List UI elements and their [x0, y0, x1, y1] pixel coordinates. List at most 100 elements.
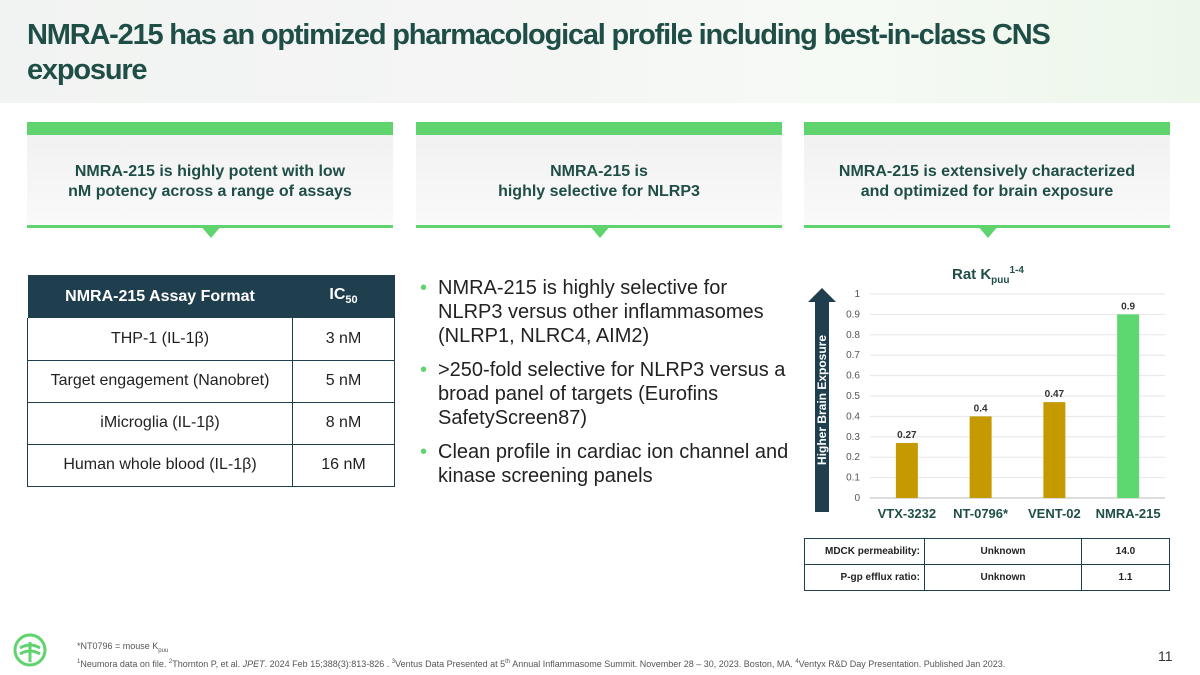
footnote-sup: 3 — [391, 658, 396, 665]
footnote-text: Annual Inflammasome Summit. November 28 … — [510, 658, 796, 669]
bullet-text: >250-fold selective for NLRP3 versus a b… — [438, 359, 786, 429]
bar-value-label: 0.4 — [974, 403, 988, 414]
header-band — [0, 0, 1200, 103]
selectivity-bullets: • NMRA-215 is highly selective for NLRP3 … — [420, 276, 790, 498]
assay-table-header: NMRA-215 Assay Format IC50 — [27, 275, 395, 318]
y-tick-label: 1 — [854, 289, 860, 300]
ic50-cell: 16 nM — [292, 443, 395, 487]
y-tick-label: 0.8 — [846, 330, 860, 341]
column-header-line2: and optimized for brain exposure — [860, 183, 1114, 200]
chart-title-sup: 1-4 — [1009, 265, 1024, 276]
footnote-text: Ventyx R&D Day Presentation. Published J… — [798, 658, 1006, 669]
y-tick-label: 0.3 — [846, 432, 860, 443]
x-category-label: VENT-02 — [1028, 506, 1081, 521]
assay-format-cell: THP-1 (IL-1β) — [27, 318, 293, 361]
ic50-cell: 3 nM — [292, 318, 395, 361]
ic50-header: IC50 — [292, 275, 395, 318]
bar-value-label: 0.27 — [897, 430, 917, 441]
column-header-line1: NMRA-215 is highly potent with low — [74, 163, 346, 180]
x-category-label: VTX-3232 — [878, 506, 937, 521]
footnote-sup: th — [505, 658, 511, 665]
footnote-text: Neumora data on file. — [80, 658, 169, 669]
footnote-sup: 2 — [168, 658, 173, 665]
y-tick-label: 0.7 — [846, 350, 860, 361]
ic50-header-main: IC — [329, 286, 346, 304]
column-header-text: NMRA-215 is highly selective for NLRP3 — [416, 162, 782, 202]
list-item: • NMRA-215 is highly selective for NLRP3 … — [420, 276, 790, 348]
column-topbar — [804, 122, 1170, 135]
y-tick-label: 0 — [854, 493, 860, 504]
footnote-line1-sub: puu — [158, 647, 169, 654]
bar-value-label: 0.9 — [1121, 301, 1135, 312]
page-number: 11 — [1158, 648, 1173, 664]
y-tick-label: 0.5 — [846, 391, 860, 402]
footnote-text: . 2024 Feb 15;388(3):813-826 . — [264, 658, 392, 669]
table-row: THP-1 (IL-1β) 3 nM — [27, 318, 395, 361]
footnote-text: Thornton P, et al. — [172, 658, 243, 669]
bullet-text: Clean profile in cardiac ion channel and… — [438, 441, 789, 487]
footnote-text: Ventus Data Presented at 5 — [395, 658, 506, 669]
ic50-header-sub: 50 — [345, 294, 358, 307]
column-header-line2: nM potency across a range of assays — [68, 183, 352, 200]
kpuu-bar-chart: Higher Brain Exposure 0 0.1 0.2 0.3 0.4 0.5 0.… — [808, 288, 1165, 521]
footnote-line1: *NT0796 = mouse Kpuu — [77, 641, 1005, 657]
table-row: MDCK permeability: Unknown 14.0 — [804, 538, 1170, 565]
chart-title: Rat Kpuu1-4 — [952, 265, 1024, 286]
property-value-competitor: Unknown — [924, 564, 1082, 591]
y-tick-label: 0.9 — [846, 309, 860, 320]
list-item: • Clean profile in cardiac ion channel an… — [420, 440, 790, 488]
ic50-cell: 8 nM — [292, 401, 395, 445]
bar-nmra-215 — [1117, 314, 1140, 498]
y-tick-label: 0.6 — [846, 371, 860, 382]
bullet-icon: • — [420, 441, 428, 463]
column-header-line2: highly selective for NLRP3 — [498, 183, 700, 200]
bullet-icon: • — [420, 277, 428, 299]
column-header-brain-exposure: NMRA-215 is extensively characterized an… — [804, 122, 1170, 238]
neumora-logo-icon — [13, 633, 47, 667]
chart-title-sub: puu — [991, 275, 1010, 286]
column-header-line1: NMRA-215 is extensively characterized — [838, 163, 1136, 180]
column-header-selectivity: NMRA-215 is highly selective for NLRP3 — [416, 122, 782, 238]
table-row: iMicroglia (IL-1β) 8 nM — [27, 401, 395, 445]
caret-down-icon — [589, 225, 611, 238]
column-topbar — [416, 122, 782, 135]
assay-format-cell: Target engagement (Nanobret) — [27, 359, 293, 403]
y-axis-label: Higher Brain Exposure — [815, 335, 829, 465]
bullet-icon: • — [420, 359, 428, 381]
footnote-journal: JPET — [242, 658, 265, 669]
column-header-text: NMRA-215 is highly potent with low nM po… — [27, 162, 393, 202]
chart-title-main: Rat K — [952, 266, 992, 283]
properties-table: MDCK permeability: Unknown 14.0 P-gp eff… — [804, 538, 1170, 591]
y-tick-label: 0.4 — [846, 411, 860, 422]
bar-value-label: 0.47 — [1045, 389, 1065, 400]
bullet-text: NMRA-215 is highly selective for NLRP3 v… — [438, 277, 764, 347]
table-row: Human whole blood (IL-1β) 16 nM — [27, 443, 395, 487]
column-header-text: NMRA-215 is extensively characterized an… — [804, 162, 1170, 202]
footnote-line2: 1Neumora data on file. 2Thornton P, et a… — [77, 657, 1005, 670]
property-value-competitor: Unknown — [924, 538, 1082, 565]
list-item: • >250-fold selective for NLRP3 versus a … — [420, 358, 790, 430]
assay-table: NMRA-215 Assay Format IC50 THP-1 (IL-1β)… — [27, 275, 395, 487]
column-header-potency: NMRA-215 is highly potent with low nM po… — [27, 122, 393, 238]
bar-vtx-3232 — [895, 442, 918, 498]
y-tick-label: 0.2 — [846, 452, 860, 463]
up-arrow-icon — [808, 288, 836, 512]
footnote: *NT0796 = mouse Kpuu 1Neumora data on fi… — [77, 641, 1005, 670]
y-tick-label: 0.1 — [846, 473, 860, 484]
footnote-line1-text: *NT0796 = mouse K — [77, 641, 159, 651]
assay-format-cell: iMicroglia (IL-1β) — [27, 401, 293, 445]
property-value-nmra: 1.1 — [1081, 564, 1170, 591]
bar-vent-02 — [1043, 402, 1066, 498]
property-label: MDCK permeability: — [804, 538, 925, 565]
page-title: NMRA-215 has an optimized pharmacologica… — [27, 19, 1051, 86]
x-category-label: NMRA-215 — [1096, 506, 1161, 521]
table-row: P-gp efflux ratio: Unknown 1.1 — [804, 564, 1170, 591]
footnote-sup: 1 — [77, 658, 81, 665]
bar-nt-0796- — [969, 416, 992, 498]
caret-down-icon — [200, 225, 222, 238]
x-category-label: NT-0796* — [953, 506, 1009, 521]
ic50-cell: 5 nM — [292, 359, 395, 403]
property-label: P-gp efflux ratio: — [804, 564, 925, 591]
caret-down-icon — [977, 225, 999, 238]
footnote-sup: 4 — [795, 658, 799, 665]
